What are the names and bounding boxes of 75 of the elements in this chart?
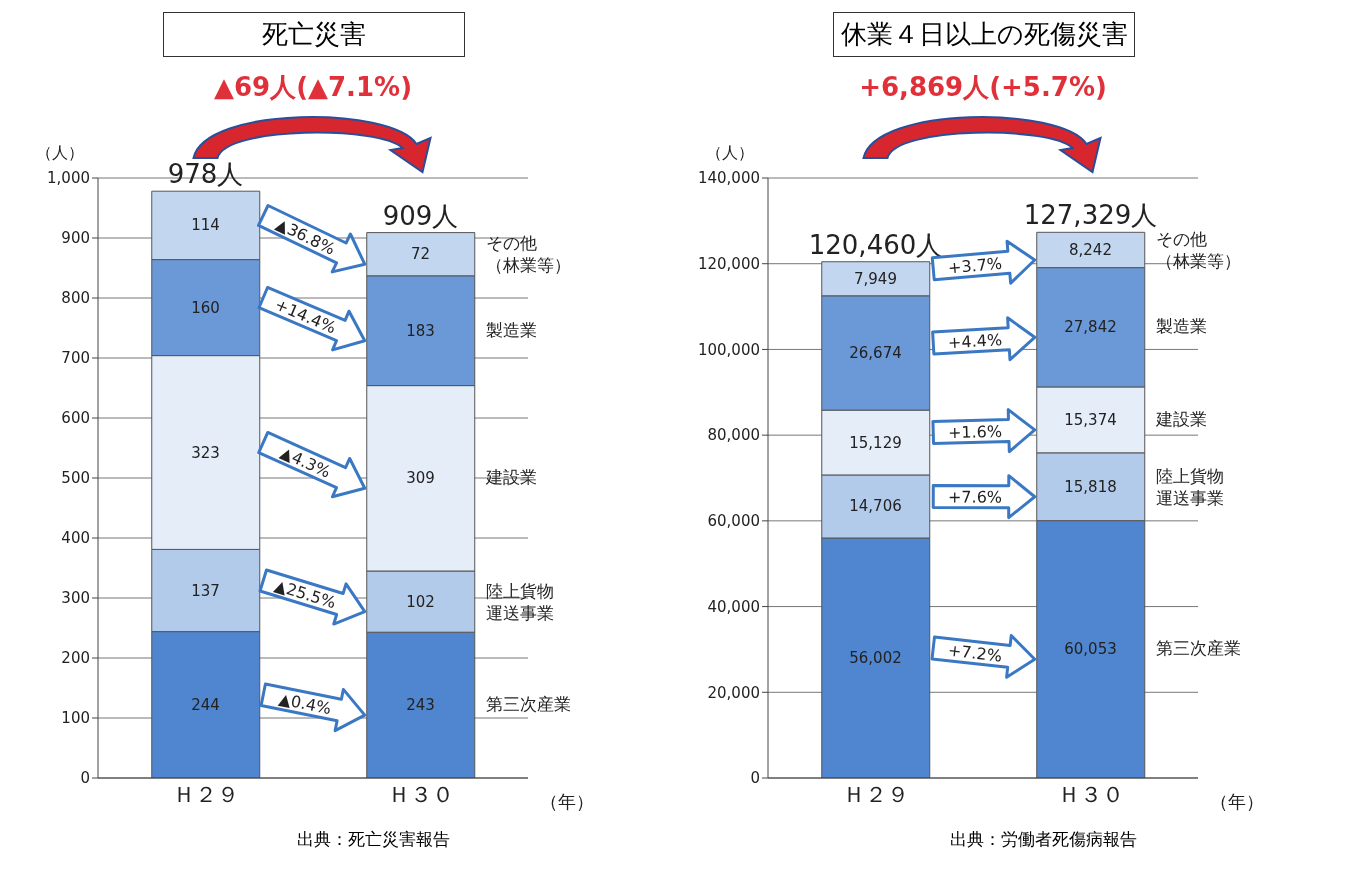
data-label: 60,053 (1064, 640, 1117, 659)
series-label: 製造業 (1156, 316, 1208, 337)
series-label: 建設業 (485, 467, 538, 488)
y-tick-label: 400 (61, 529, 90, 548)
data-label: 15,818 (1064, 477, 1117, 496)
y-axis-title: （人） (36, 143, 84, 162)
series-label: 陸上貨物運送事業 (1156, 465, 1225, 508)
y-tick-label: 40,000 (707, 597, 760, 616)
data-label: 7,949 (854, 269, 897, 288)
annotation: +4.4% (947, 330, 1003, 353)
series-label: 製造業 (486, 319, 538, 340)
data-label: 102 (406, 592, 435, 611)
chart-title: 休業４日以上の死傷災害 (833, 12, 1135, 57)
annotation: +3.7% (947, 253, 1003, 278)
y-tick-label: 120,000 (697, 255, 760, 274)
y-tick-label: 700 (61, 349, 90, 368)
total-label: 909人 (382, 200, 459, 231)
series-label: その他（林業等） (486, 233, 572, 276)
series-label: 陸上貨物運送事業 (486, 580, 555, 623)
y-tick-label: 0 (750, 769, 760, 788)
total-label: 127,329人 (1023, 200, 1158, 231)
y-tick-label: 600 (61, 409, 90, 428)
x-tick-label: Ｈ２９ (172, 781, 239, 807)
x-axis-title: （年） (540, 791, 594, 812)
series-label: 第三次産業 (1156, 638, 1242, 659)
source-note: 出典：労働者死傷病報告 (948, 828, 1138, 851)
y-tick-label: 100,000 (697, 340, 760, 359)
y-tick-label: 900 (61, 229, 90, 248)
series-label: その他（林業等） (1156, 228, 1242, 271)
y-tick-label: 140,000 (697, 169, 760, 188)
data-label: 27,842 (1064, 318, 1117, 337)
annotation: +1.6% (947, 421, 1003, 443)
data-label: 114 (191, 216, 220, 235)
x-tick-label: Ｈ３０ (1057, 781, 1124, 807)
source-note: 出典：死亡災害報告 (295, 828, 451, 851)
total-label: 978人 (167, 159, 244, 190)
total-label: 120,460人 (808, 229, 943, 260)
y-tick-label: 800 (61, 289, 90, 308)
annotation: ▲25.5% (272, 575, 339, 613)
y-tick-label: 80,000 (707, 426, 760, 445)
y-tick-label: 20,000 (707, 683, 760, 702)
y-tick-label: 1,000 (47, 169, 90, 188)
y-tick-label: 300 (61, 589, 90, 608)
data-label: 309 (406, 469, 435, 488)
y-tick-label: 0 (80, 769, 90, 788)
data-label: 183 (406, 321, 435, 340)
chart-subtitle: ▲69人(▲7.1%) (212, 71, 413, 104)
data-label: 137 (191, 581, 220, 600)
chart-title: 死亡災害 (163, 12, 465, 57)
data-label: 56,002 (849, 649, 902, 667)
annotation: ▲0.4% (277, 689, 333, 719)
data-label: 14,706 (849, 497, 902, 516)
y-tick-label: 100 (61, 709, 90, 728)
series-label: 建設業 (1155, 408, 1208, 429)
series-label: 第三次産業 (486, 694, 572, 715)
annotation: ▲4.3% (277, 442, 334, 482)
x-tick-label: Ｈ２９ (842, 781, 909, 807)
data-label: 244 (191, 695, 220, 714)
y-axis-title: （人） (706, 143, 754, 162)
data-label: 323 (191, 443, 220, 462)
data-label: 72 (410, 245, 431, 264)
data-label: 26,674 (849, 343, 902, 362)
data-label: 15,374 (1064, 410, 1117, 429)
chart-subtitle: +6,869人(+5.7%) (858, 71, 1108, 104)
y-tick-label: 500 (61, 469, 90, 488)
annotation: +7.6% (947, 487, 1003, 507)
data-label: 243 (406, 696, 435, 715)
data-label: 8,242 (1069, 240, 1112, 259)
y-tick-label: 60,000 (707, 512, 760, 531)
data-label: 15,129 (849, 433, 902, 452)
y-tick-label: 200 (61, 649, 90, 668)
x-axis-title: （年） (1210, 791, 1264, 812)
annotation: +7.2% (947, 640, 1003, 666)
data-label: 160 (191, 298, 220, 317)
x-tick-label: Ｈ３０ (387, 781, 454, 807)
